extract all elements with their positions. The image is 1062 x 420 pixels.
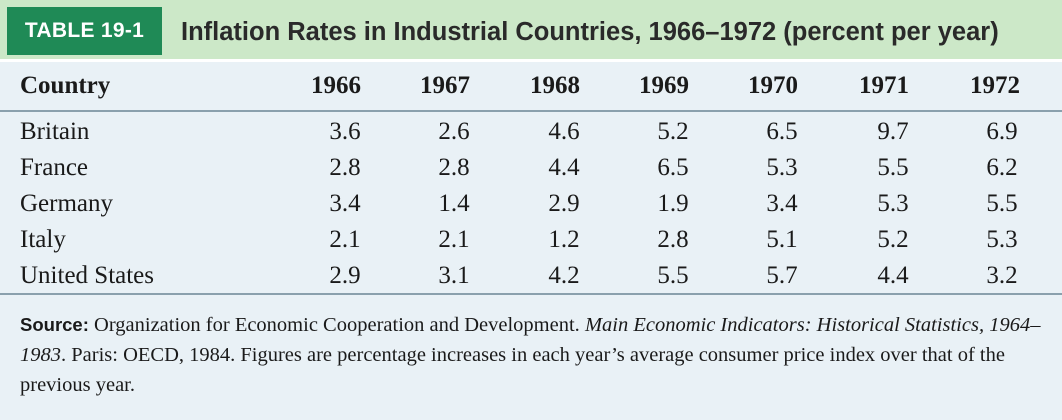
value-cell: 2.6 — [438, 118, 470, 145]
value-cell: 4.6 — [548, 118, 580, 145]
value-cell: 6.5 — [657, 154, 689, 181]
value-cell: 2.1 — [329, 226, 361, 253]
value-cell: 1.4 — [438, 190, 470, 217]
column-header-year: 1968 — [530, 72, 580, 99]
source-text: Organization for Economic Cooperation an… — [88, 314, 585, 336]
value-cell: 6.2 — [986, 154, 1018, 181]
column-header-year: 1969 — [639, 72, 689, 99]
source-text-rest: . Paris: OECD, 1984. Figures are percent… — [20, 344, 1005, 396]
value-cell: 5.3 — [986, 226, 1018, 253]
table-row: France 2.8 2.8 4.4 6.5 5.3 5.5 6.2 — [0, 150, 1062, 186]
value-cell: 3.4 — [766, 190, 798, 217]
value-cell: 9.7 — [877, 118, 909, 145]
value-cell: 2.8 — [329, 154, 361, 181]
column-header-row: Country 1966 1967 1968 1969 1970 1971 19… — [0, 62, 1062, 112]
table-title: Inflation Rates in Industrial Countries,… — [181, 18, 999, 46]
table-row: Britain 3.6 2.6 4.6 5.2 6.5 9.7 6.9 — [0, 114, 1062, 150]
value-cell: 5.5 — [657, 262, 689, 289]
value-cell: 5.2 — [657, 118, 689, 145]
value-cell: 5.7 — [766, 262, 798, 289]
value-cell: 2.1 — [438, 226, 470, 253]
value-cell: 4.4 — [548, 154, 580, 181]
table-row: Germany 3.4 1.4 2.9 1.9 3.4 5.3 5.5 — [0, 186, 1062, 222]
country-cell: Britain — [20, 118, 90, 145]
value-cell: 5.1 — [766, 226, 798, 253]
country-cell: United States — [20, 262, 155, 289]
table-header-band: TABLE 19-1 Inflation Rates in Industrial… — [0, 0, 1062, 62]
column-header-year: 1967 — [420, 72, 470, 99]
column-header-country: Country — [20, 72, 111, 99]
table-row: Italy 2.1 2.1 1.2 2.8 5.1 5.2 5.3 — [0, 222, 1062, 258]
value-cell: 2.8 — [657, 226, 689, 253]
value-cell: 5.2 — [877, 226, 909, 253]
country-cell: Germany — [20, 190, 114, 217]
value-cell: 3.4 — [329, 190, 361, 217]
value-cell: 5.5 — [877, 154, 909, 181]
value-cell: 5.5 — [986, 190, 1018, 217]
source-label: Source: — [20, 314, 89, 335]
country-cell: France — [20, 154, 89, 181]
value-cell: 1.9 — [657, 190, 689, 217]
table-row: United States 2.9 3.1 4.2 5.5 5.7 4.4 3.… — [0, 258, 1062, 294]
value-cell: 1.2 — [548, 226, 580, 253]
value-cell: 3.2 — [986, 262, 1018, 289]
value-cell: 4.2 — [548, 262, 580, 289]
value-cell: 6.9 — [986, 118, 1018, 145]
value-cell: 5.3 — [766, 154, 798, 181]
source-note: Source: Organization for Economic Cooper… — [20, 310, 1045, 400]
value-cell: 2.9 — [548, 190, 580, 217]
column-header-year: 1970 — [748, 72, 798, 99]
value-cell: 2.8 — [438, 154, 470, 181]
value-cell: 2.9 — [329, 262, 361, 289]
value-cell: 3.1 — [438, 262, 470, 289]
column-header-year: 1966 — [311, 72, 361, 99]
table-number-tag: TABLE 19-1 — [7, 7, 162, 55]
source-publication-title: Main Economic Indicators: Historical Sta… — [20, 314, 1041, 366]
value-cell: 6.5 — [766, 118, 798, 145]
table-body: Britain 3.6 2.6 4.6 5.2 6.5 9.7 6.9 Fran… — [0, 112, 1062, 295]
value-cell: 3.6 — [329, 118, 361, 145]
column-header-year: 1972 — [970, 72, 1020, 99]
value-cell: 4.4 — [877, 262, 909, 289]
value-cell: 5.3 — [877, 190, 909, 217]
column-header-year: 1971 — [859, 72, 909, 99]
country-cell: Italy — [20, 226, 66, 253]
